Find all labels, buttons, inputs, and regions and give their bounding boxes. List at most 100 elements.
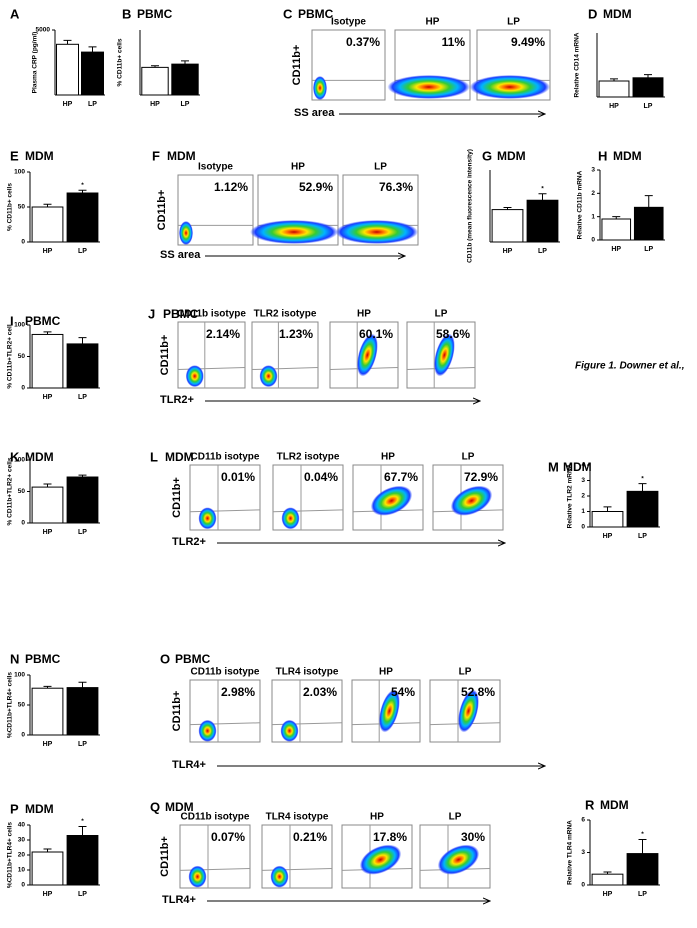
plot-title: LP: [459, 667, 472, 678]
panel-title: MDM: [613, 149, 642, 163]
bar: [591, 511, 624, 528]
x-tick-label: LP: [538, 248, 547, 255]
y-tick-label: 0: [21, 385, 25, 392]
panel-letter: C: [283, 6, 293, 21]
x-tick-label: LP: [181, 101, 190, 108]
plot-title: HP: [291, 162, 305, 173]
bar: [591, 873, 624, 886]
plot-title: CD11b isotype: [181, 812, 250, 823]
y-axis-label: %CD11b+TLR4+ cells: [7, 672, 14, 738]
y-axis-label: Relative TLR2 mRNA: [567, 463, 574, 528]
density: [313, 76, 327, 100]
bar: [626, 853, 659, 886]
x-tick-label: HP: [43, 248, 53, 255]
x-tick-label: LP: [88, 101, 97, 108]
significance: *: [641, 475, 644, 482]
bar: [632, 77, 664, 98]
x-tick-label: HP: [43, 394, 53, 401]
quadrant-percent: 76.3%: [379, 180, 413, 194]
density: [198, 719, 217, 742]
quadrant-percent: 0.21%: [293, 830, 327, 844]
error-bar: [612, 216, 621, 219]
bar: [66, 476, 99, 524]
panel-title: MDM: [603, 7, 632, 21]
plot-title: LP: [462, 452, 475, 463]
panel-letter: M: [548, 459, 559, 474]
panel-title: PBMC: [163, 307, 199, 321]
quadrant-percent: 58.6%: [436, 327, 470, 341]
panel-title: MDM: [165, 800, 194, 814]
quadrant-percent: 52.8%: [461, 685, 495, 699]
panel-letter: Q: [150, 799, 160, 814]
bar: [66, 192, 99, 243]
bar: [31, 206, 64, 243]
x-tick-label: HP: [611, 246, 621, 253]
y-tick-label: 0: [581, 524, 585, 531]
panel-title: MDM: [167, 149, 196, 163]
error-bar: [78, 189, 87, 193]
quadrant-percent: 1.23%: [279, 327, 313, 341]
quadrant-percent: 72.9%: [464, 470, 498, 484]
y-tick-label: 4: [581, 462, 585, 469]
x-tick-label: LP: [644, 246, 653, 253]
density: [450, 485, 493, 516]
error-bar: [610, 78, 618, 81]
plot-title: HP: [426, 17, 440, 28]
y-axis-label: CD11b (mean fluorescence intensity): [467, 149, 474, 263]
quadrant-percent: 11%: [442, 35, 466, 49]
panel-letter: I: [10, 313, 14, 328]
density: [198, 507, 217, 530]
error-bar: [603, 871, 612, 875]
x-axis-label: SS area: [160, 249, 201, 261]
panel-letter: J: [148, 306, 155, 321]
plot-title: HP: [370, 812, 384, 823]
panel-letter: B: [122, 6, 131, 21]
quadrant-percent: 1.12%: [214, 180, 248, 194]
panel-title: MDM: [563, 460, 592, 474]
panel-letter: P: [10, 801, 19, 816]
y-tick-label: 50: [18, 702, 26, 709]
y-tick-label: 100: [14, 322, 25, 329]
bar: [598, 80, 630, 98]
panel-letter: R: [585, 797, 595, 812]
y-tick-label: 3: [591, 167, 595, 174]
bar: [526, 199, 559, 243]
panel-title: PBMC: [175, 652, 211, 666]
panel-letter: D: [588, 6, 597, 21]
error-bar: [43, 331, 52, 335]
panel-letter: O: [160, 651, 170, 666]
panel-letter: N: [10, 651, 19, 666]
y-axis-label: CD11b+: [159, 335, 171, 376]
bar: [66, 835, 99, 886]
x-axis-label: TLR2+: [160, 394, 194, 406]
error-bar: [43, 848, 52, 852]
density: [370, 485, 413, 516]
bar: [66, 343, 99, 389]
panel-letter: H: [598, 148, 607, 163]
y-tick-label: 1: [591, 213, 595, 220]
significance: *: [81, 182, 84, 189]
error-bar: [644, 74, 652, 78]
plot-title: CD11b isotype: [191, 667, 260, 678]
quadrant-percent: 17.8%: [373, 830, 407, 844]
x-tick-label: LP: [638, 891, 647, 898]
y-axis-label: % CD11b+ cells: [117, 38, 124, 86]
y-tick-label: 0: [21, 732, 25, 739]
x-tick-label: HP: [603, 891, 613, 898]
y-tick-label: 0: [21, 882, 25, 889]
error-bar: [78, 681, 87, 688]
density: [281, 507, 300, 530]
plot-title: LP: [449, 812, 462, 823]
panel-letter: L: [150, 449, 158, 464]
error-bar: [503, 206, 512, 210]
panel-title: MDM: [497, 149, 526, 163]
error-bar: [88, 46, 97, 53]
density: [188, 865, 207, 888]
y-axis-label: % CD11b+ cells: [7, 183, 14, 231]
quadrant-percent: 67.7%: [384, 470, 418, 484]
y-axis-label: CD11b+: [171, 691, 183, 732]
density: [387, 75, 470, 99]
density: [270, 865, 289, 888]
y-tick-label: 100: [14, 672, 25, 679]
